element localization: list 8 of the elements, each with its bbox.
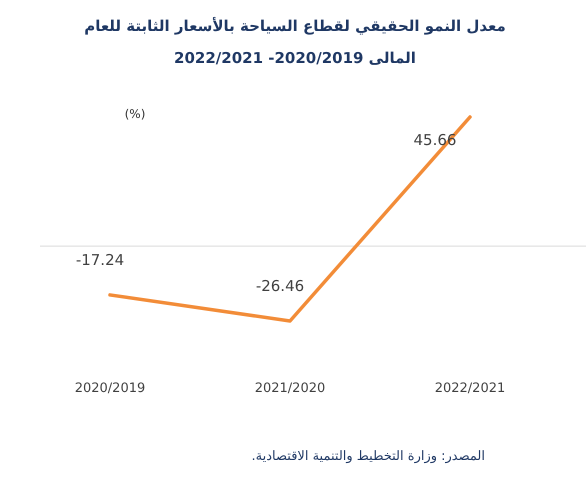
x-tick-label: 2021/2020 bbox=[254, 381, 326, 396]
chart-title: معدل النمو الحقيقي لقطاع السياحة بالأسعار الثابتة للعام المالى 2020/2019- 2022/2021 bbox=[83, 16, 507, 69]
text: المصدر: وزارة التخطيط والتنمية الاقتصادية. bbox=[252, 449, 485, 464]
data-label: -17.24 bbox=[76, 250, 124, 269]
x-tick-label: 2022/2021 bbox=[434, 381, 506, 396]
x-tick-label: 2020/2019 bbox=[74, 381, 146, 396]
data-label: -26.46 bbox=[256, 277, 304, 295]
y-axis-title: (%) bbox=[124, 107, 146, 121]
